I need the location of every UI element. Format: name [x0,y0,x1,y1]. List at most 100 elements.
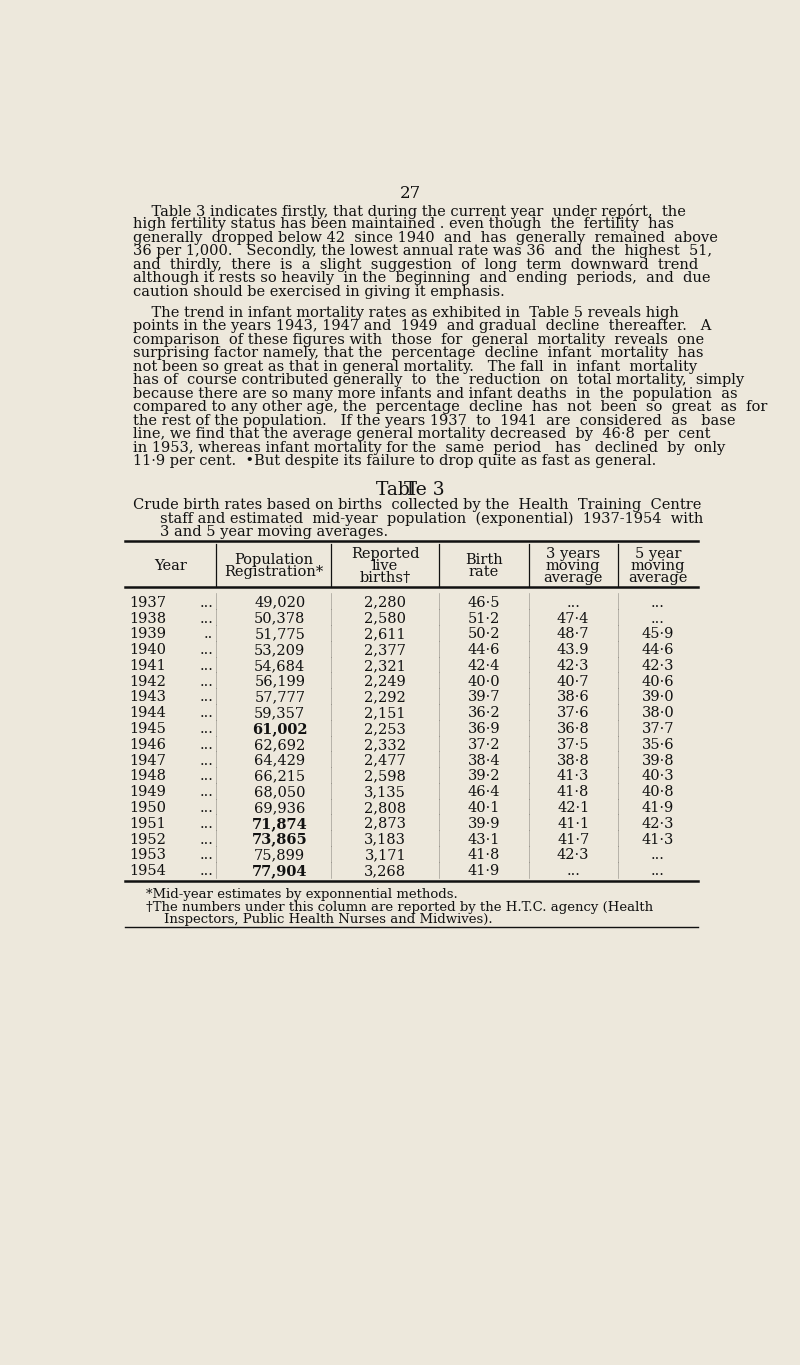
Text: 71,874: 71,874 [252,816,308,831]
Text: ...: ... [199,770,213,784]
Text: although it rests so heavily  in the  beginning  and  ending  periods,  and  due: although it rests so heavily in the begi… [133,272,710,285]
Text: 51,775: 51,775 [254,628,306,642]
Text: 1945: 1945 [130,722,166,736]
Text: 1944: 1944 [130,706,166,721]
Text: ...: ... [199,864,213,878]
Text: 43.9: 43.9 [557,643,590,657]
Text: not been so great as that in general mortality.   The fall  in  infant  mortalit: not been so great as that in general mor… [133,360,697,374]
Text: generally  dropped below 42  since 1940  and  has  generally  remained  above: generally dropped below 42 since 1940 an… [133,231,718,244]
Text: because there are so many more infants and infant deaths  in  the  population  a: because there are so many more infants a… [133,386,737,401]
Text: 1948: 1948 [130,770,166,784]
Text: Table 3 indicates firstly, that during the current year  under repórt,  the: Table 3 indicates firstly, that during t… [133,203,686,218]
Text: 1946: 1946 [130,738,166,752]
Text: 45·9: 45·9 [642,628,674,642]
Text: ...: ... [651,864,665,878]
Text: Population: Population [234,553,313,566]
Text: ...: ... [199,643,213,657]
Text: 1953: 1953 [130,848,166,863]
Text: 40·8: 40·8 [642,785,674,799]
Text: ...: ... [199,816,213,831]
Text: ...: ... [199,612,213,625]
Text: Table 3: Table 3 [376,482,444,500]
Text: 41·1: 41·1 [557,816,589,831]
Text: 36·2: 36·2 [468,706,500,721]
Text: 1947: 1947 [130,753,166,767]
Text: 3,183: 3,183 [364,833,406,846]
Text: 2,292: 2,292 [364,691,406,704]
Text: the rest of the population.   If the years 1937  to  1941  are  considered  as  : the rest of the population. If the years… [133,414,735,427]
Text: 37·7: 37·7 [642,722,674,736]
Text: 3,268: 3,268 [364,864,406,878]
Text: 40·1: 40·1 [468,801,500,815]
Text: 41·8: 41·8 [468,848,500,863]
Text: ...: ... [199,691,213,704]
Text: 41·7: 41·7 [557,833,590,846]
Text: 1942: 1942 [130,674,166,689]
Text: 2,477: 2,477 [364,753,406,767]
Text: 42·1: 42·1 [557,801,590,815]
Text: ...: ... [566,864,580,878]
Text: surprising factor namely, that the  percentage  decline  infant  mortality  has: surprising factor namely, that the perce… [133,347,703,360]
Text: in 1953, whereas infant mortality for the  same  period   has   declined  by  on: in 1953, whereas infant mortality for th… [133,441,725,455]
Text: 2,377: 2,377 [364,643,406,657]
Text: ...: ... [199,801,213,815]
Text: Registration*: Registration* [224,565,323,579]
Text: 38·4: 38·4 [468,753,500,767]
Text: ...: ... [199,674,213,689]
Text: 73,865: 73,865 [252,833,308,846]
Text: 2,808: 2,808 [364,801,406,815]
Text: ...: ... [199,833,213,846]
Text: ...: ... [199,738,213,752]
Text: 40·6: 40·6 [642,674,674,689]
Text: 40·3: 40·3 [642,770,674,784]
Text: 44·6: 44·6 [642,643,674,657]
Text: Birth: Birth [465,553,503,566]
Text: line, we find that the average general mortality decreased  by  46·8  per  cent: line, we find that the average general m… [133,427,710,441]
Text: 51·2: 51·2 [468,612,500,625]
Text: 42·4: 42·4 [468,659,500,673]
Text: 37·6: 37·6 [557,706,590,721]
Text: 39·2: 39·2 [468,770,500,784]
Text: 1954: 1954 [130,864,166,878]
Text: 3 and 5 year moving averages.: 3 and 5 year moving averages. [160,524,388,539]
Text: 57,777: 57,777 [254,691,306,704]
Text: 11·9 per cent.  •But despite its failure to drop quite as fast as general.: 11·9 per cent. •But despite its failure … [133,455,656,468]
Text: compared to any other age, the  percentage  decline  has  not  been  so  great  : compared to any other age, the percentag… [133,400,767,414]
Text: 59,357: 59,357 [254,706,306,721]
Text: 1937: 1937 [130,595,166,610]
Text: points in the years 1943, 1947 and  1949  and gradual  decline  thereafter.   A: points in the years 1943, 1947 and 1949 … [133,319,711,333]
Text: 39·0: 39·0 [642,691,674,704]
Text: 48·7: 48·7 [557,628,590,642]
Text: 1951: 1951 [130,816,166,831]
Text: ...: ... [651,612,665,625]
Text: 27: 27 [399,186,421,202]
Text: ...: ... [199,848,213,863]
Text: average: average [543,571,603,584]
Text: 1939: 1939 [130,628,166,642]
Text: The trend in infant mortality rates as exhibited in  Table 5 reveals high: The trend in infant mortality rates as e… [133,306,678,319]
Text: 39·8: 39·8 [642,753,674,767]
Text: 41·3: 41·3 [642,833,674,846]
Text: 1950: 1950 [130,801,166,815]
Text: 56,199: 56,199 [254,674,306,689]
Text: Inspectors, Public Health Nurses and Midwives).: Inspectors, Public Health Nurses and Mid… [163,913,492,925]
Text: 53,209: 53,209 [254,643,306,657]
Text: births†: births† [359,571,411,584]
Text: 62,692: 62,692 [254,738,306,752]
Text: 36·9: 36·9 [468,722,500,736]
Text: 69,936: 69,936 [254,801,306,815]
Text: 39·9: 39·9 [468,816,500,831]
Text: 42·3: 42·3 [557,659,590,673]
Text: 2,321: 2,321 [364,659,406,673]
Text: ...: ... [566,595,580,610]
Text: 41·3: 41·3 [557,770,590,784]
Text: 50·2: 50·2 [468,628,500,642]
Text: Year: Year [154,558,187,573]
Text: 46·4: 46·4 [468,785,500,799]
Text: 5 year: 5 year [634,547,682,561]
Text: rate: rate [469,565,499,579]
Text: 54,684: 54,684 [254,659,306,673]
Text: 39·7: 39·7 [468,691,500,704]
Text: ...: ... [199,753,213,767]
Text: ...: ... [199,706,213,721]
